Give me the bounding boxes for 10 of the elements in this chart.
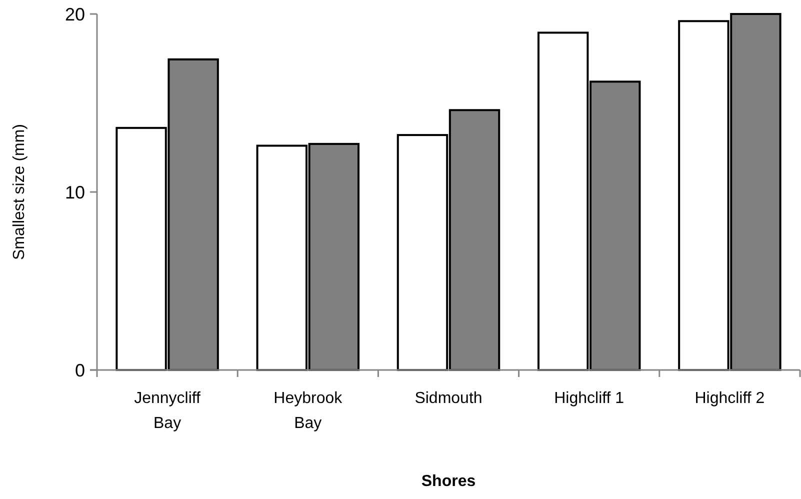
x-tick-label: Highcliff 2 xyxy=(694,390,765,407)
x-tick-label: Sidmouth xyxy=(414,390,482,407)
y-axis-title: Smallest size (mm) xyxy=(11,124,28,260)
x-tick-label: Heybrook Bay xyxy=(274,390,344,432)
x-axis-title: Shores xyxy=(421,473,476,490)
y-tick-label: 20 xyxy=(64,4,85,24)
x-tick-label: Highcliff 1 xyxy=(554,390,624,407)
y-tick-label: 10 xyxy=(64,182,85,202)
y-tick-label: 0 xyxy=(74,360,85,380)
x-tick-label: Jennycliff Bay xyxy=(134,390,202,432)
